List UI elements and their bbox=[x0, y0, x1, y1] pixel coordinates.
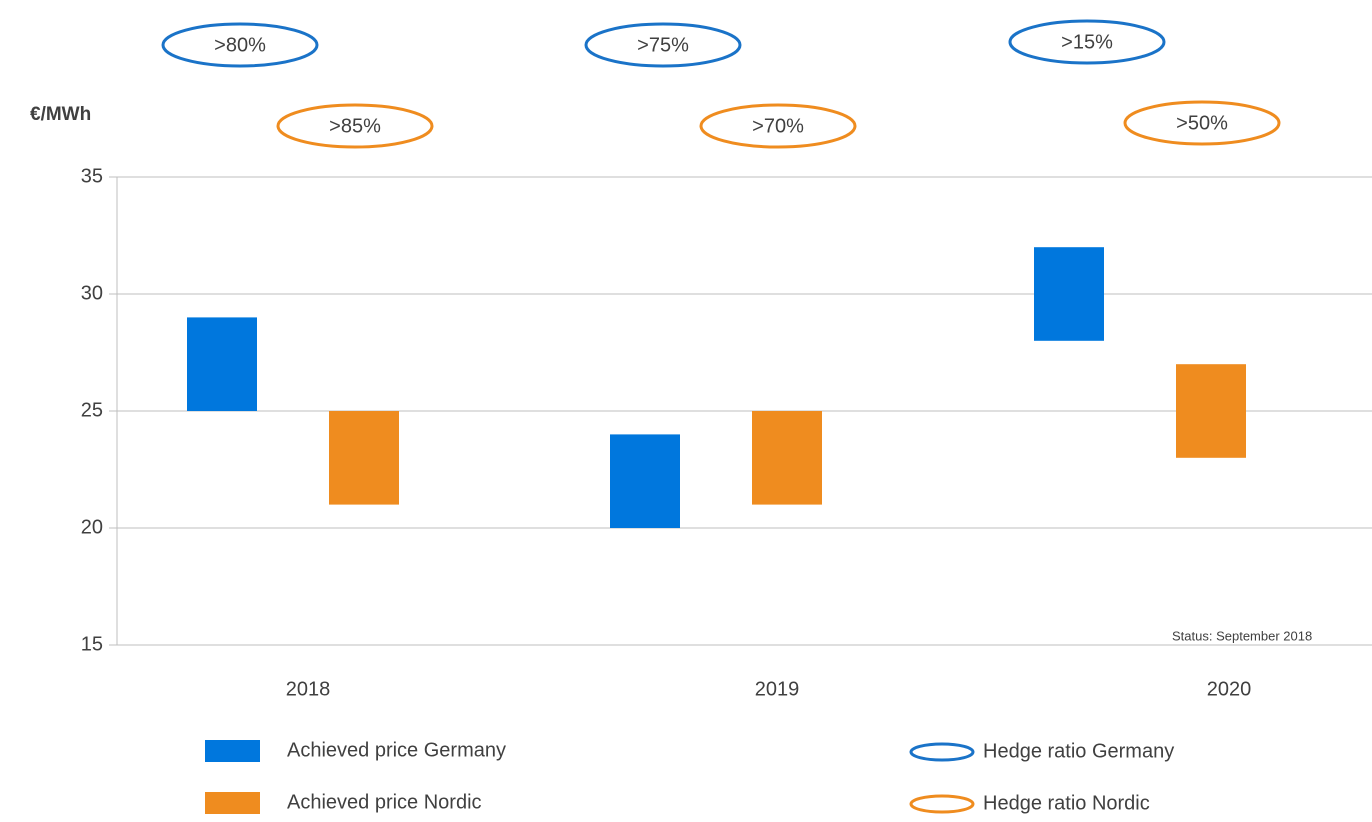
hedge-ellipse bbox=[161, 22, 319, 68]
y-tick-label: 25 bbox=[81, 399, 103, 421]
bar bbox=[1034, 247, 1104, 341]
hedge-ellipse bbox=[699, 103, 857, 149]
hedge-ellipse bbox=[1008, 19, 1166, 65]
legend-ellipse bbox=[909, 794, 975, 814]
hedge-label: >75% bbox=[637, 34, 689, 56]
x-tick-label: 2018 bbox=[286, 678, 331, 700]
bar bbox=[329, 411, 399, 505]
hedge-ellipse bbox=[276, 103, 434, 149]
legend-swatch bbox=[205, 792, 260, 814]
bar bbox=[1176, 364, 1246, 458]
hedge-label: >15% bbox=[1061, 31, 1113, 53]
x-tick-label: 2019 bbox=[755, 678, 800, 700]
legend-label: Achieved price Germany bbox=[287, 739, 506, 761]
annotation: Status: September 2018 bbox=[1172, 628, 1312, 643]
hedge-label: >80% bbox=[214, 34, 266, 56]
legend-label: Hedge ratio Germany bbox=[983, 740, 1174, 762]
bar bbox=[187, 317, 257, 411]
legend-label: Achieved price Nordic bbox=[287, 791, 482, 813]
legend-label: Hedge ratio Nordic bbox=[983, 792, 1150, 814]
hedge-label: >50% bbox=[1176, 112, 1228, 134]
legend-swatch bbox=[205, 740, 260, 762]
legend-ellipse bbox=[909, 742, 975, 762]
hedge-ellipse bbox=[584, 22, 742, 68]
y-tick-label: 15 bbox=[81, 633, 103, 655]
hedge-ellipse bbox=[1123, 100, 1281, 146]
hedge-label: >85% bbox=[329, 115, 381, 137]
bar bbox=[610, 434, 680, 528]
y-tick-label: 30 bbox=[81, 282, 103, 304]
y-tick-label: 35 bbox=[81, 165, 103, 187]
bar bbox=[752, 411, 822, 505]
y-axis-label: €/MWh bbox=[30, 104, 91, 125]
y-tick-label: 20 bbox=[81, 516, 103, 538]
x-tick-label: 2020 bbox=[1207, 678, 1252, 700]
hedge-label: >70% bbox=[752, 115, 804, 137]
